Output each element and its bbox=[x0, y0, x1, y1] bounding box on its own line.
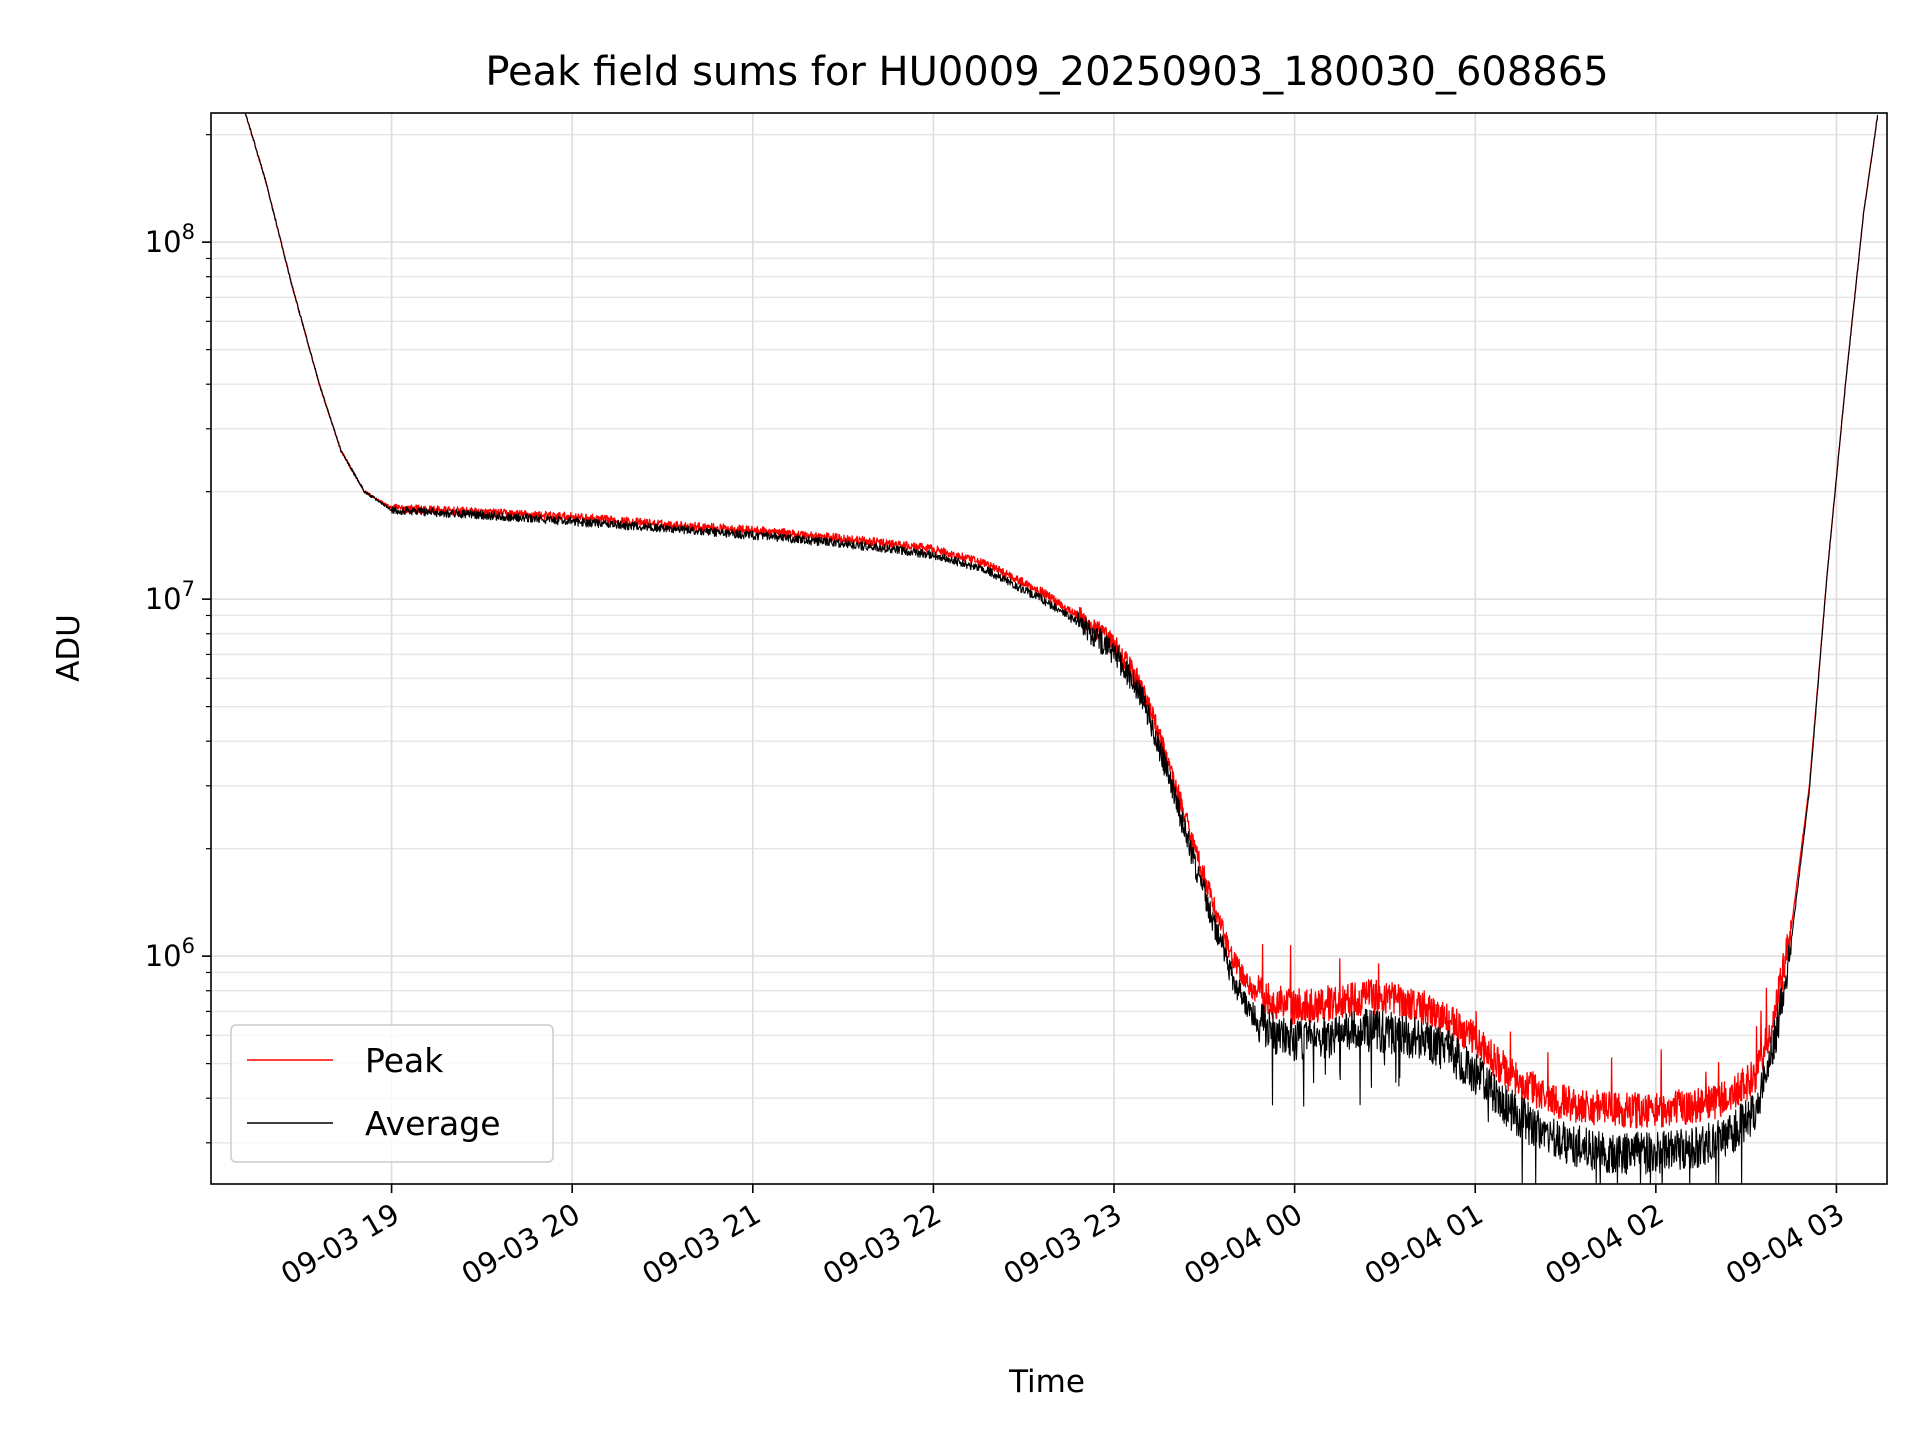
y-tick-label: 107 bbox=[145, 577, 195, 616]
series-line-average bbox=[244, 113, 1879, 1184]
plot-area bbox=[211, 113, 1887, 1184]
y-axis-label: ADU bbox=[51, 614, 87, 682]
plot-frame bbox=[210, 112, 1888, 1185]
y-tick-label: 106 bbox=[145, 934, 195, 973]
series-lines bbox=[244, 113, 1879, 1184]
chart-title: Peak field sums for HU0009_20250903_1800… bbox=[485, 49, 1608, 95]
y-tick-labels: 106 107 108 bbox=[145, 220, 195, 973]
legend-peak-label: Peak bbox=[365, 1041, 444, 1080]
axis-ticks bbox=[202, 134, 1838, 1193]
legend: Peak Average bbox=[230, 1024, 554, 1163]
x-axis-label: Time bbox=[1008, 1364, 1085, 1400]
legend-average-label: Average bbox=[365, 1104, 501, 1143]
y-tick-label: 108 bbox=[145, 220, 195, 259]
series-line-peak bbox=[244, 114, 1879, 1129]
